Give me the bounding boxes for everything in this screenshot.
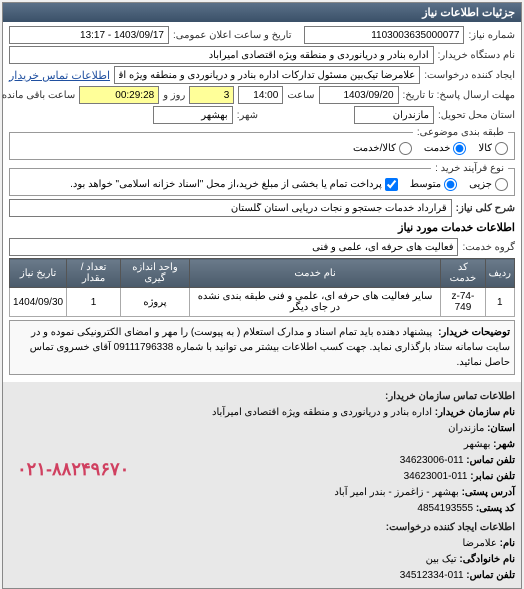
service-group-input[interactable]	[9, 238, 458, 256]
big-phone: ۰۲۱-۸۸۲۴۹۶۷۰	[9, 453, 137, 486]
category-legend: طبقه بندی موضوعی:	[413, 127, 508, 138]
contact-header1: اطلاعات تماس سازمان خریدار:	[9, 389, 515, 405]
info-section-header: اطلاعات خدمات مورد نیاز	[9, 221, 515, 234]
cell-code: z-74-749	[441, 288, 485, 317]
label-day: روز و	[163, 90, 185, 101]
cell-qty: 1	[67, 288, 121, 317]
radio-goods[interactable]: کالا	[478, 142, 508, 155]
radio-goods-input[interactable]	[495, 142, 508, 155]
th-code: کد خدمت	[441, 259, 485, 288]
contact-buyer-link[interactable]: اطلاعات تماس خریدار	[9, 69, 110, 82]
radio-medium[interactable]: متوسط	[410, 178, 457, 191]
need-subject-input[interactable]	[9, 199, 452, 217]
post-code: 4854193555	[417, 503, 473, 514]
label-service-group: گروه خدمت:	[462, 242, 515, 253]
purchase-note-check[interactable]: پرداخت تمام یا بخشی از مبلغ خرید،از محل …	[70, 178, 398, 191]
radio-medium-input[interactable]	[444, 178, 457, 191]
radio-service-input[interactable]	[453, 142, 466, 155]
label-remaining: ساعت باقی مانده	[2, 90, 75, 101]
cell-row: 1	[485, 288, 514, 317]
label-requester: ایجاد کننده درخواست:	[424, 70, 515, 81]
contact-header2: اطلاعات ایجاد کننده درخواست:	[9, 520, 515, 536]
contact-section: اطلاعات تماس سازمان خریدار: نام سازمان خ…	[3, 382, 521, 588]
contact-phone-lbl: تلفن تماس:	[466, 455, 515, 466]
panel-title: جزئیات اطلاعات نیاز	[3, 3, 521, 22]
radio-small[interactable]: جزیی	[469, 178, 508, 191]
label-hour1: ساعت	[287, 90, 314, 101]
contact-province-lbl: استان:	[487, 423, 515, 434]
th-row: ردیف	[485, 259, 514, 288]
buyer-device-input[interactable]	[9, 46, 434, 64]
req-lastname-lbl: نام خانوادگی:	[459, 554, 515, 565]
label-need-subject: شرح کلی نیاز:	[456, 203, 515, 214]
radio-goods-service[interactable]: کالا/خدمت	[353, 142, 412, 155]
cell-date: 1404/09/30	[10, 288, 67, 317]
label-city: شهر:	[237, 110, 258, 121]
contact-fax-lbl: تلفن نمابر:	[470, 471, 515, 482]
th-date: تاریخ نیاز	[10, 259, 67, 288]
post-addr-lbl: آدرس پستی:	[462, 487, 515, 498]
label-province: استان محل تحویل:	[438, 110, 515, 121]
contact-phone1: 011-34623006	[400, 455, 464, 466]
remaining-hours-input	[79, 86, 159, 104]
purchase-legend: نوع فرآیند خرید :	[431, 163, 508, 174]
deadline-hour-input[interactable]	[238, 86, 283, 104]
contact-city: بهشهر	[464, 439, 490, 450]
purchase-note-text: پرداخت تمام یا بخشی از مبلغ خرید،از محل …	[70, 179, 382, 190]
radio-service[interactable]: خدمت	[424, 142, 467, 155]
th-qty: تعداد / مقدار	[67, 259, 121, 288]
req-name: علامرضا	[463, 538, 497, 549]
radio-medium-label: متوسط	[410, 179, 441, 190]
org-name: اداره بنادر و دریانوردی و منطقه ویژه اقت…	[212, 407, 432, 418]
province-input[interactable]	[354, 106, 434, 124]
request-no-input[interactable]	[304, 26, 464, 44]
contact-fax: 011-34623001	[404, 471, 468, 482]
purchase-fieldset: نوع فرآیند خرید : جزیی متوسط پرداخت تمام…	[9, 163, 515, 196]
label-deadline: مهلت ارسال پاسخ: تا تاریخ:	[403, 90, 515, 101]
radio-service-label: خدمت	[424, 143, 451, 154]
label-request-no: شماره نیاز:	[468, 30, 515, 41]
table-row[interactable]: 1 z-74-749 سایر فعالیت های حرفه ای، علمی…	[10, 288, 515, 317]
radio-goods-label: کالا	[478, 143, 492, 154]
post-code-lbl: کد پستی:	[476, 503, 515, 514]
org-name-lbl: نام سازمان خریدار:	[435, 407, 515, 418]
requester-input[interactable]	[114, 66, 420, 84]
contact-city-lbl: شهر:	[493, 439, 515, 450]
services-table: ردیف کد خدمت نام خدمت واحد اندازه گیری ت…	[9, 258, 515, 317]
req-lastname: تیک بین	[426, 554, 457, 565]
city-input[interactable]	[153, 106, 233, 124]
radio-goods-service-label: کالا/خدمت	[353, 143, 396, 154]
radio-goods-service-input[interactable]	[399, 142, 412, 155]
details-panel: جزئیات اطلاعات نیاز شماره نیاز: تاریخ و …	[2, 2, 522, 589]
post-addr: بهشهر - زاغمرز - بندر امیر آباد	[334, 487, 458, 498]
radio-small-input[interactable]	[495, 178, 508, 191]
remaining-days-input	[189, 86, 234, 104]
purchase-note-checkbox[interactable]	[385, 178, 398, 191]
label-buyer-device: نام دستگاه خریدار:	[438, 50, 515, 61]
public-datetime-input[interactable]	[9, 26, 169, 44]
notes-box: توضیحات خریدار: پیشنهاد دهنده باید تمام …	[9, 320, 515, 375]
deadline-date-input[interactable]	[319, 86, 399, 104]
label-public-datetime: تاریخ و ساعت اعلان عمومی:	[173, 30, 292, 41]
contact-province: مازندران	[448, 423, 484, 434]
th-unit: واحد اندازه گیری	[121, 259, 190, 288]
cell-unit: پروژه	[121, 288, 190, 317]
cell-name: سایر فعالیت های حرفه ای، علمی و فنی طبقه…	[189, 288, 440, 317]
category-fieldset: طبقه بندی موضوعی: کالا خدمت کالا/خدمت	[9, 127, 515, 160]
req-name-lbl: نام:	[500, 538, 515, 549]
radio-small-label: جزیی	[469, 179, 492, 190]
th-name: نام خدمت	[189, 259, 440, 288]
notes-label: توضیحات خریدار:	[438, 325, 510, 340]
